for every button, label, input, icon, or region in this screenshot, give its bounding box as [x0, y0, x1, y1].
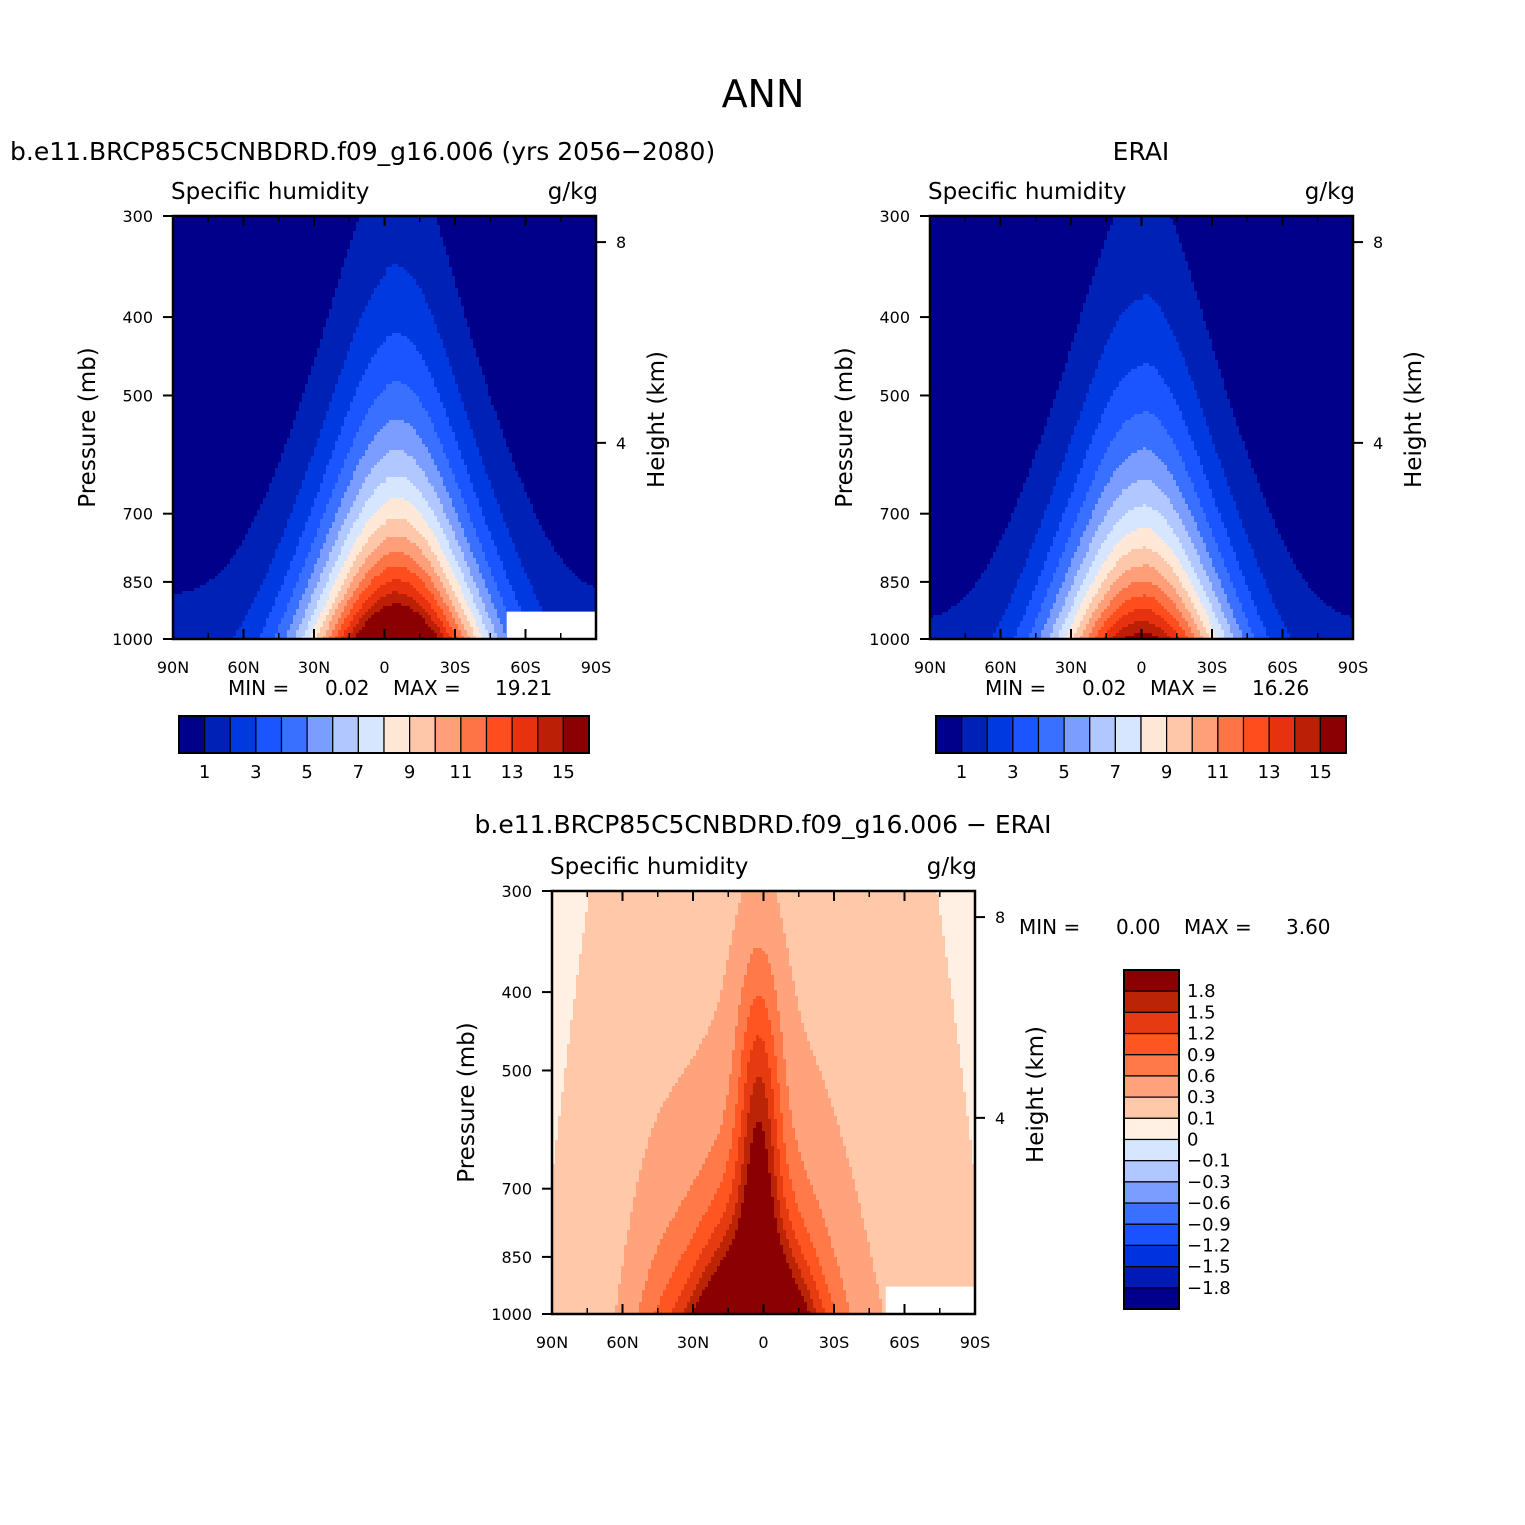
- bottom-panel-title: b.e11.BRCP85C5CNBDRD.f09_g16.006 − ERAI: [475, 810, 1052, 839]
- left-panel: 90N 60N 30N 0 30S 60S 90S300400500700850100084…: [75, 179, 670, 783]
- figure-title: ANN: [722, 72, 805, 116]
- right-panel-title: ERAI: [1113, 137, 1170, 166]
- contour-field: [173, 216, 597, 640]
- left-panel-title: b.e11.BRCP85C5CNBDRD.f09_g16.006 (yrs 20…: [10, 137, 715, 166]
